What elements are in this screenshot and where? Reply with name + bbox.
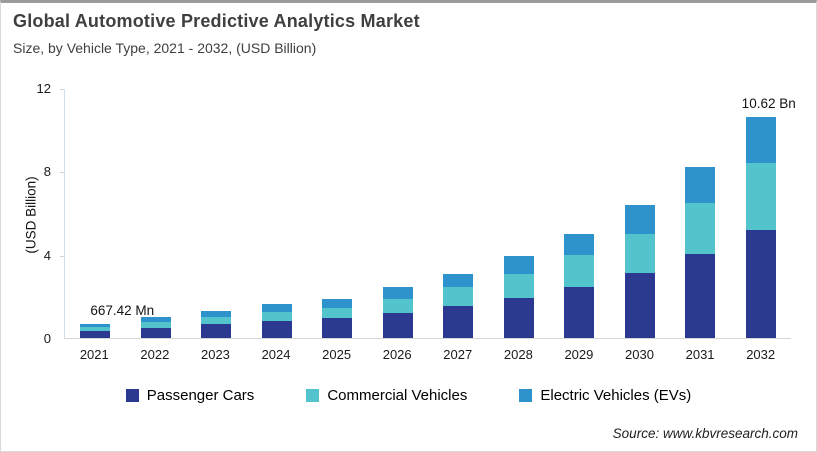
bar-segment-passenger-cars-2026 — [382, 313, 413, 338]
legend-swatch-passenger-cars — [125, 389, 139, 402]
bar-segment-passenger-cars-2027 — [443, 305, 474, 338]
bar-segment-electric-vehicles-evs-2026 — [382, 286, 413, 299]
bar-segment-electric-vehicles-evs-2022 — [140, 317, 171, 323]
bar-segment-commercial-vehicles-2024 — [261, 312, 292, 322]
x-axis-label-2027: 2027 — [443, 347, 473, 362]
bar-segment-commercial-vehicles-2030 — [624, 233, 655, 274]
stacked-bar-2023 — [201, 310, 232, 338]
bar-segment-commercial-vehicles-2023 — [201, 316, 232, 324]
legend-label-electric-vehicles-evs: Electric Vehicles (EVs) — [540, 387, 692, 404]
bar-segment-electric-vehicles-evs-2030 — [624, 204, 655, 234]
y-tick-label-0: 0 — [43, 331, 51, 346]
source-credit: Source: www.kbvresearch.com — [612, 426, 798, 441]
legend-swatch-electric-vehicles-evs — [519, 389, 533, 402]
bar-group-2021 — [65, 89, 126, 338]
legend-item-passenger-cars: Passenger Cars — [125, 387, 255, 404]
legend-item-electric-vehicles-evs: Electric Vehicles (EVs) — [519, 387, 691, 404]
bar-segment-electric-vehicles-evs-2027 — [443, 274, 474, 287]
stacked-bar-2029 — [564, 234, 595, 338]
bar-segment-passenger-cars-2030 — [624, 273, 655, 338]
x-axis-label-2025: 2025 — [322, 347, 352, 362]
stacked-bar-2030 — [624, 204, 655, 338]
bar-segment-electric-vehicles-evs-2023 — [201, 310, 232, 317]
bar-segment-electric-vehicles-evs-2031 — [685, 167, 716, 204]
y-tick-label-8: 8 — [43, 164, 51, 180]
bar-segment-commercial-vehicles-2031 — [685, 203, 716, 255]
bar-segment-commercial-vehicles-2026 — [382, 299, 413, 313]
bar-segment-electric-vehicles-evs-2021 — [80, 324, 111, 328]
chart-subtitle: Size, by Vehicle Type, 2021 - 2032, (USD… — [13, 40, 317, 56]
x-axis-label-2028: 2028 — [503, 347, 533, 362]
bar-segment-passenger-cars-2022 — [140, 327, 171, 338]
bar-segment-passenger-cars-2028 — [503, 298, 534, 338]
legend: Passenger Cars Commercial Vehicles Electri… — [1, 387, 816, 404]
stacked-bar-2024 — [261, 304, 292, 338]
x-axis: 2021 2022 2023 2024 2025 2026 2027 2028 2029 2030… — [64, 347, 791, 362]
bar-segment-commercial-vehicles-2027 — [443, 286, 474, 306]
y-axis: 0 4 8 12 — [1, 81, 64, 346]
bar-segment-commercial-vehicles-2032 — [745, 163, 776, 230]
bar-group-2028 — [489, 89, 550, 338]
bar-segment-passenger-cars-2023 — [201, 323, 232, 338]
stacked-bar-2026 — [382, 286, 413, 338]
x-axis-label-2023: 2023 — [200, 347, 230, 362]
stacked-bar-2025 — [322, 299, 353, 338]
stacked-bar-2027 — [443, 274, 474, 338]
bar-segment-electric-vehicles-evs-2025 — [322, 299, 353, 309]
bar-segment-electric-vehicles-evs-2028 — [503, 255, 534, 274]
bar-group-2023 — [186, 89, 247, 338]
bar-group-2027 — [428, 89, 489, 338]
bar-segment-passenger-cars-2031 — [685, 254, 716, 338]
bar-group-2030 — [610, 89, 671, 338]
stacked-bar-2022 — [140, 317, 171, 338]
bar-segment-passenger-cars-2021 — [80, 331, 111, 338]
legend-item-commercial-vehicles: Commercial Vehicles — [306, 387, 467, 404]
y-tick-mark-12 — [60, 89, 64, 90]
bar-segment-passenger-cars-2025 — [322, 318, 353, 338]
x-axis-label-2026: 2026 — [382, 347, 412, 362]
bar-segment-commercial-vehicles-2022 — [140, 322, 171, 328]
stacked-bar-2021 — [80, 324, 111, 338]
bar-segment-passenger-cars-2024 — [261, 321, 292, 338]
chart-title: Global Automotive Predictive Analytics M… — [13, 11, 420, 31]
x-axis-label-2022: 2022 — [140, 347, 170, 362]
bar-group-2026 — [368, 89, 429, 338]
bar-segment-electric-vehicles-evs-2029 — [564, 234, 595, 256]
bar-segment-passenger-cars-2032 — [745, 229, 776, 338]
x-axis-label-2032: 2032 — [746, 347, 776, 362]
bar-segment-commercial-vehicles-2028 — [503, 273, 534, 299]
x-axis-label-2029: 2029 — [564, 347, 594, 362]
bar-segment-electric-vehicles-evs-2024 — [261, 304, 292, 313]
stacked-bar-2028 — [503, 255, 534, 338]
bar-segment-commercial-vehicles-2021 — [80, 327, 111, 332]
bar-segment-electric-vehicles-evs-2032 — [745, 116, 776, 164]
legend-label-passenger-cars: Passenger Cars — [146, 387, 255, 404]
bar-segment-commercial-vehicles-2029 — [564, 255, 595, 288]
y-tick-label-4: 4 — [43, 247, 51, 263]
bar-group-2029 — [549, 89, 610, 338]
bar-group-2025 — [307, 89, 368, 338]
x-axis-label-2030: 2030 — [625, 347, 654, 362]
bar-group-2022 — [126, 89, 187, 338]
legend-label-commercial-vehicles: Commercial Vehicles — [327, 387, 468, 404]
plot-area — [64, 89, 791, 339]
y-tick-mark-8 — [60, 172, 64, 174]
bar-segment-passenger-cars-2029 — [564, 287, 595, 338]
y-tick-label-12: 12 — [36, 81, 51, 96]
legend-swatch-commercial-vehicles — [306, 389, 320, 402]
x-axis-label-2024: 2024 — [261, 347, 291, 362]
x-axis-label-2021: 2021 — [79, 347, 109, 362]
stacked-bar-2032 — [745, 116, 776, 338]
bar-group-2031 — [670, 89, 731, 338]
stacked-bar-2031 — [685, 167, 716, 338]
x-axis-label-2031: 2031 — [685, 347, 715, 362]
bar-group-2032 — [731, 89, 792, 338]
y-tick-mark-4 — [60, 255, 64, 257]
bar-segment-commercial-vehicles-2025 — [322, 308, 353, 319]
bar-group-2024 — [247, 89, 308, 338]
